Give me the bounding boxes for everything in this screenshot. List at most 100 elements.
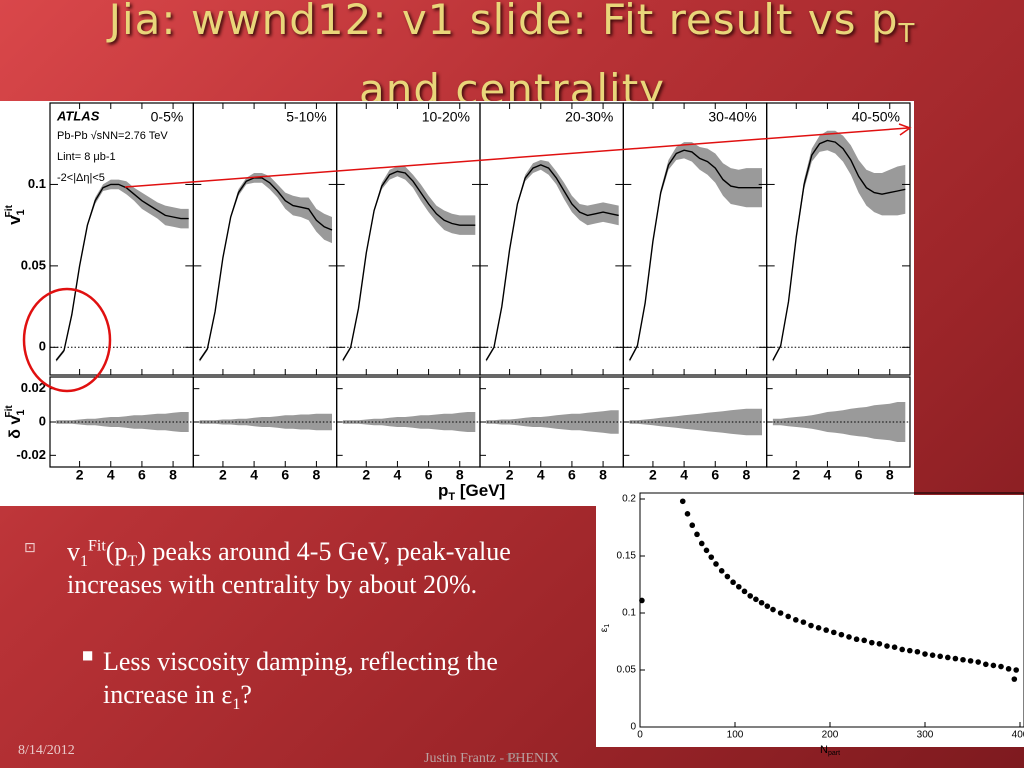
delta-band [56, 412, 189, 432]
x-tick-label: 4 [824, 467, 832, 483]
y-tick-label: 0.05 [21, 257, 46, 272]
x-tick-label: 8 [743, 467, 751, 483]
error-band [486, 160, 619, 362]
x-tick-label: 6 [855, 467, 863, 483]
y-tick-label: -0.02 [16, 447, 46, 462]
point [929, 652, 936, 658]
y-tick-label: 0.1 [622, 608, 636, 619]
highlight-circle [22, 287, 112, 393]
point [922, 651, 928, 657]
trend-arrow [124, 127, 909, 188]
bullet: v1Fit(pT) peaks around 4-5 GeV, peak-val… [67, 535, 592, 601]
label-part: Fit [4, 405, 15, 418]
arrow-head [898, 123, 912, 136]
x-tick-label: 6 [568, 467, 576, 483]
bullet-sub: 1 [80, 553, 88, 571]
panel-frame [766, 102, 911, 376]
point [884, 643, 890, 649]
sub-bullet-text: Less viscosity damping, reflecting the i… [103, 647, 498, 709]
y-tick-label: 0 [39, 339, 46, 354]
point [990, 662, 997, 669]
point [869, 639, 875, 646]
label-part: ε [599, 627, 610, 632]
y-tick-label: 0.15 [617, 551, 637, 562]
point [718, 568, 725, 574]
point [753, 596, 759, 603]
x-tick-label: 400 [1012, 730, 1024, 741]
scatter-figure-bg [596, 495, 1024, 747]
point [793, 617, 799, 623]
point [952, 655, 959, 662]
point [713, 561, 719, 567]
point [708, 554, 715, 560]
label-part: 1 [604, 624, 611, 628]
error-band [772, 130, 906, 362]
panel-label: 5-10% [286, 109, 326, 125]
x-tick-label: 2 [219, 467, 227, 483]
point [914, 648, 921, 655]
y-tick-label: 0.05 [617, 665, 637, 676]
panel-label: 20-30% [565, 109, 613, 125]
label-part: [GeV] [455, 481, 505, 500]
label-part: 1 [15, 410, 27, 416]
x-tick-label: 200 [822, 730, 839, 741]
y-tick-label: 0 [39, 413, 46, 428]
x-tick-label: 2 [362, 467, 370, 483]
point [808, 622, 814, 629]
annotation: ATLAS [56, 108, 100, 123]
point [975, 659, 981, 665]
x-tick-label: 0 [637, 730, 643, 741]
label-part: Fit [4, 204, 15, 217]
label-part: v [5, 215, 24, 225]
title-text: Jia: wwnd12: v1 slide: Fit result vs p [108, 0, 899, 44]
point [689, 522, 696, 529]
point [831, 629, 837, 636]
label-part: δ v [7, 416, 24, 439]
delta-band [772, 402, 906, 442]
label-part: p [438, 481, 448, 500]
label-part: T [448, 491, 455, 503]
annotation: -2<|Δη|<5 [57, 172, 105, 184]
x-tick-label: 4 [680, 467, 688, 483]
point [960, 656, 966, 663]
x-tick-label: 4 [107, 467, 115, 483]
point [945, 654, 951, 661]
x-tick-label: 6 [711, 467, 719, 483]
x-tick-label: 300 [917, 730, 934, 741]
bullet-text: v [67, 537, 80, 566]
bullet-icon: ⊡ [24, 540, 36, 556]
x-tick-label: 2 [76, 467, 84, 483]
point [800, 619, 807, 625]
sub-bullet-text: ? [240, 680, 252, 709]
point [998, 663, 1004, 670]
x-axis-label: pT [GeV] [438, 481, 505, 502]
fit-curve [199, 177, 333, 361]
x-tick-label: 100 [727, 730, 744, 741]
point [698, 540, 705, 547]
point [815, 625, 822, 631]
point [853, 636, 860, 643]
y-tick-label: 0 [630, 722, 636, 733]
point [899, 646, 905, 653]
point [736, 583, 742, 590]
x-tick-label: 2 [506, 467, 514, 483]
bullet-sup: Fit [88, 537, 106, 555]
sub-bullet-sub: 1 [232, 696, 241, 714]
x-tick-label: 4 [250, 467, 258, 483]
bullet-text: (p [105, 537, 128, 566]
point [838, 631, 845, 638]
x-tick-label: 8 [456, 467, 464, 483]
panel-label: 40-50% [852, 109, 900, 125]
point [703, 547, 710, 554]
point [983, 661, 989, 668]
plot-frame [639, 492, 1024, 728]
point [764, 603, 771, 609]
point [747, 593, 753, 599]
bullet-text: ) peaks around 4-5 GeV, peak-value incre… [67, 537, 511, 599]
x-tick-label: 8 [886, 467, 894, 483]
point [1013, 667, 1019, 673]
title-sub: T [898, 19, 916, 49]
point [758, 599, 765, 606]
